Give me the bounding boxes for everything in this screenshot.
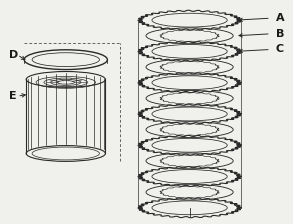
Text: A: A [276,13,285,23]
Text: B: B [276,29,284,39]
Text: D: D [9,50,18,60]
Text: C: C [276,44,284,54]
Text: E: E [9,91,17,101]
